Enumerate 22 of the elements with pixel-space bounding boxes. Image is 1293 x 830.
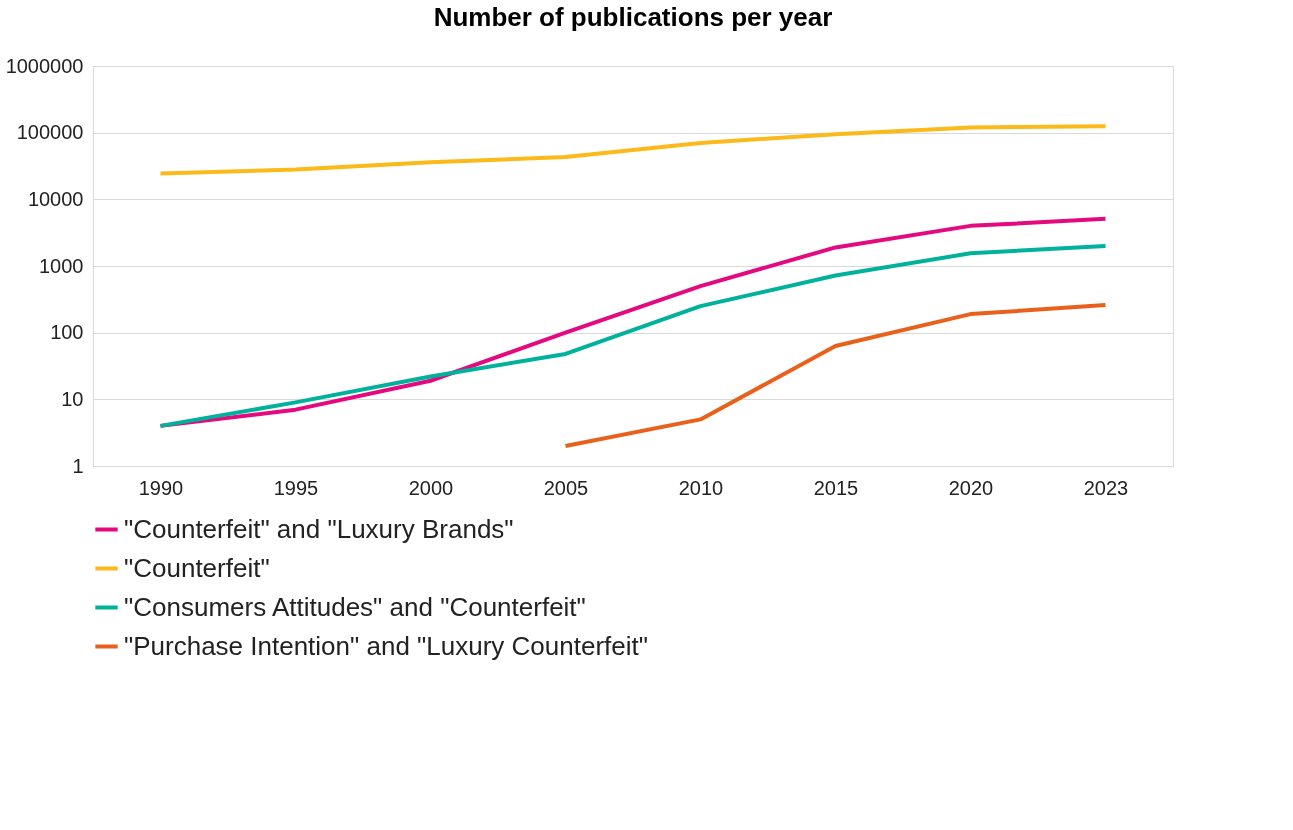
x-tick-label: 2020 — [948, 476, 994, 499]
x-tick-label: 2023 — [1083, 476, 1129, 499]
legend-label: "Counterfeit" and "Luxury Brands" — [124, 513, 514, 544]
x-tick-label: 2010 — [678, 476, 724, 499]
y-tick-label: 1000000 — [5, 54, 84, 77]
y-tick-label: 100 — [50, 321, 84, 344]
x-tick-label: 1995 — [273, 476, 319, 499]
y-tick-label: 1000 — [39, 254, 84, 277]
x-tick-label: 1990 — [138, 476, 184, 499]
y-tick-label: 1 — [72, 454, 84, 477]
legend-label: "Consumers Attitudes" and "Counterfeit" — [124, 591, 586, 622]
y-tick-label: 100000 — [16, 121, 84, 144]
y-tick-label: 10 — [61, 387, 84, 410]
x-tick-label: 2000 — [408, 476, 454, 499]
x-tick-label: 2015 — [813, 476, 859, 499]
legend-label: "Purchase Intention" and "Luxury Counterfeit" — [124, 630, 648, 661]
y-tick-label: 10000 — [27, 187, 84, 210]
legend-label: "Counterfeit" — [124, 552, 270, 583]
chart-title: Number of publications per year — [433, 2, 833, 32]
line-series — [158, 124, 1108, 176]
line-series — [563, 303, 1108, 448]
x-tick-label: 2005 — [543, 476, 589, 499]
